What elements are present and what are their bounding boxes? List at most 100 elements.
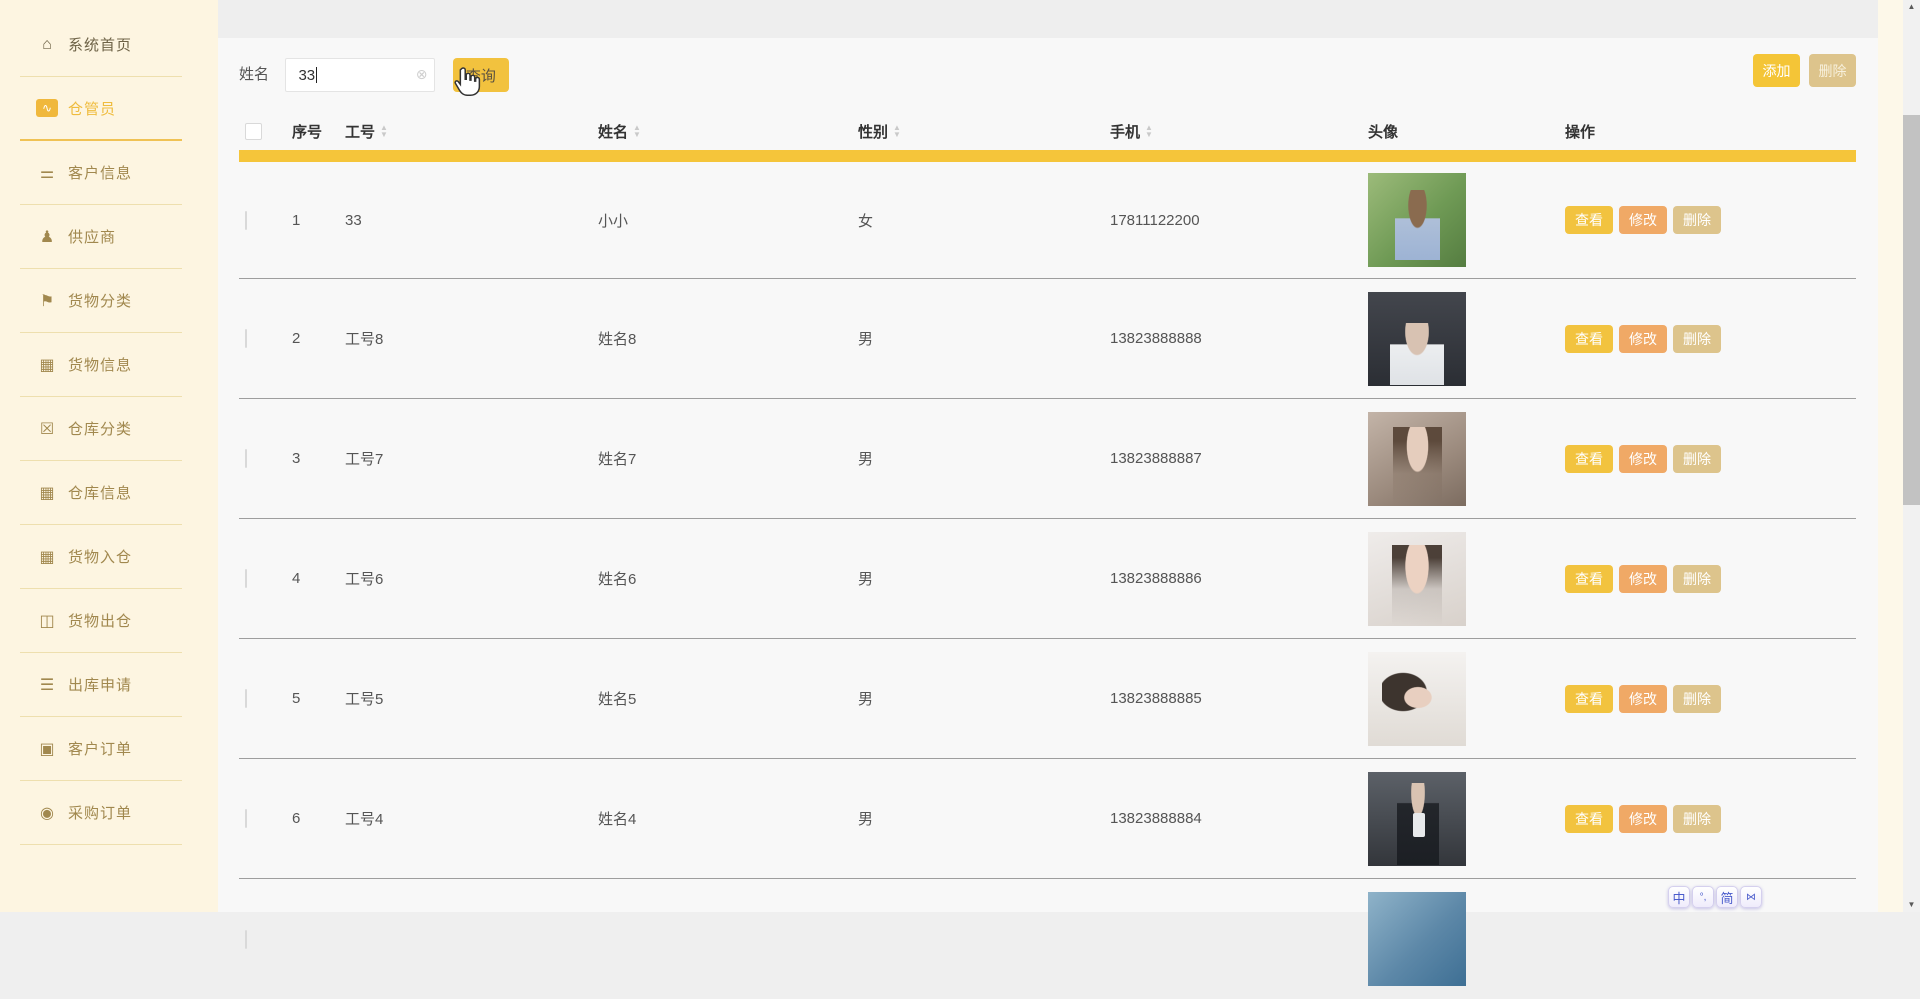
- employee-phone: 13823888887: [1110, 450, 1368, 467]
- main-content: 姓名 33 ⊗ 查询 添加 删除 序号工号▲▼姓名▲▼性别▲▼手机▲▼头像操作 …: [218, 0, 1920, 912]
- row-checkbox[interactable]: [245, 449, 247, 468]
- monitor-icon: ▣: [36, 739, 58, 759]
- employee-phone: 13823888886: [1110, 570, 1368, 587]
- avatar: [1368, 652, 1466, 746]
- sidebar-item-customer-info[interactable]: ⚌客户信息: [20, 141, 182, 205]
- sort-icon[interactable]: ▲▼: [380, 124, 388, 138]
- sidebar-item-goods-info[interactable]: ▦货物信息: [20, 333, 182, 397]
- column-header-label: 头像: [1368, 121, 1398, 142]
- sort-icon[interactable]: ▲▼: [633, 124, 641, 138]
- view-button[interactable]: 查看: [1565, 805, 1613, 833]
- sort-icon[interactable]: ▲▼: [1145, 124, 1153, 138]
- avatar: [1368, 532, 1466, 626]
- row-checkbox[interactable]: [245, 809, 247, 828]
- sidebar-item-warehouse-keeper[interactable]: ∿ 仓管员: [20, 77, 182, 141]
- employee-gender: 男: [858, 808, 1110, 829]
- scroll-up-arrow-icon[interactable]: ▲: [1903, 0, 1920, 14]
- sidebar-item-label: 货物出仓: [68, 610, 132, 631]
- table-header-row: 序号工号▲▼姓名▲▼性别▲▼手机▲▼头像操作: [239, 112, 1856, 150]
- row-checkbox[interactable]: [245, 930, 247, 949]
- sidebar-item-purchase-orders[interactable]: ◉采购订单: [20, 781, 182, 845]
- sidebar-item-label: 仓管员: [68, 98, 116, 119]
- column-header: 手机▲▼: [1110, 121, 1368, 142]
- sidebar-item-label: 出库申请: [68, 674, 132, 695]
- ime-chinese-button[interactable]: 中: [1668, 886, 1690, 908]
- ime-skin-button[interactable]: ⋈: [1740, 886, 1762, 908]
- employee-id: 工号6: [345, 568, 598, 589]
- delete-selected-button[interactable]: 删除: [1809, 54, 1856, 87]
- employee-phone: 13823888885: [1110, 690, 1368, 707]
- row-actions: 查看修改删除: [1565, 565, 1856, 593]
- delete-button[interactable]: 删除: [1673, 685, 1721, 713]
- select-all-checkbox[interactable]: [245, 123, 262, 140]
- ime-toolbar: 中°,简⋈: [1668, 886, 1762, 908]
- sidebar-item-warehouse-info[interactable]: ▦仓库信息: [20, 461, 182, 525]
- employee-gender: 男: [858, 448, 1110, 469]
- employee-name: 姓名8: [598, 328, 858, 349]
- row-checkbox[interactable]: [245, 569, 247, 588]
- scroll-down-arrow-icon[interactable]: ▼: [1903, 898, 1920, 912]
- sidebar-item-goods-inbound[interactable]: ▦ 货物入仓: [20, 525, 182, 589]
- column-header-label: 性别: [858, 121, 888, 142]
- delete-button[interactable]: 删除: [1673, 206, 1721, 234]
- sort-icon[interactable]: ▲▼: [893, 124, 901, 138]
- sidebar-item-label: 货物入仓: [68, 546, 132, 567]
- employee-gender: 男: [858, 568, 1110, 589]
- grid-icon: ▦: [36, 547, 58, 567]
- view-button[interactable]: 查看: [1565, 206, 1613, 234]
- sidebar-item-goods-category[interactable]: ⚑货物分类: [20, 269, 182, 333]
- row-checkbox[interactable]: [245, 689, 247, 708]
- edit-button[interactable]: 修改: [1619, 685, 1667, 713]
- sidebar-item-customer-orders[interactable]: ▣客户订单: [20, 717, 182, 781]
- delete-button[interactable]: 删除: [1673, 325, 1721, 353]
- row-actions: 查看修改删除: [1565, 685, 1856, 713]
- row-actions: 查看修改删除: [1565, 206, 1856, 234]
- view-button[interactable]: 查看: [1565, 685, 1613, 713]
- view-button[interactable]: 查看: [1565, 325, 1613, 353]
- sidebar-item-goods-outbound[interactable]: ◫货物出仓: [20, 589, 182, 653]
- sidebar-item-home[interactable]: ⌂系统首页: [20, 13, 182, 77]
- search-input[interactable]: 33: [285, 58, 435, 92]
- sidebar-item-warehouse-category[interactable]: ☒仓库分类: [20, 397, 182, 461]
- ime-punctuation-button[interactable]: °,: [1692, 886, 1714, 908]
- employee-id: 33: [345, 212, 598, 229]
- employee-phone: 17811122200: [1110, 212, 1368, 229]
- edit-button[interactable]: 修改: [1619, 206, 1667, 234]
- edit-button[interactable]: 修改: [1619, 805, 1667, 833]
- column-header: 性别 ▲▼: [858, 121, 1110, 142]
- row-checkbox[interactable]: [245, 211, 247, 230]
- employee-id: 工号8: [345, 328, 598, 349]
- toolbar: 姓名 33 ⊗ 查询 添加 删除: [218, 38, 1920, 112]
- employee-name: 姓名7: [598, 448, 858, 469]
- scrollbar-thumb[interactable]: [1903, 115, 1920, 505]
- employee-name: 小小: [598, 210, 858, 231]
- edit-button[interactable]: 修改: [1619, 325, 1667, 353]
- chart-icon: ∿: [36, 99, 58, 117]
- query-button[interactable]: 查询: [453, 58, 509, 92]
- employee-name: 姓名6: [598, 568, 858, 589]
- employee-phone: 13823888888: [1110, 330, 1368, 347]
- ime-simplified-button[interactable]: 简: [1716, 886, 1738, 908]
- sidebar-item-outbound-request[interactable]: ☰ 出库申请: [20, 653, 182, 717]
- delete-button[interactable]: 删除: [1673, 445, 1721, 473]
- sidebar: ⌂系统首页 ∿ 仓管员 ⚌客户信息♟供应商⚑货物分类▦货物信息☒仓库分类▦仓库信息 ▦ 货…: [0, 0, 218, 912]
- add-button[interactable]: 添加: [1753, 54, 1800, 87]
- column-header-label: 姓名: [598, 121, 628, 142]
- row-index: 6: [292, 810, 345, 827]
- view-button[interactable]: 查看: [1565, 445, 1613, 473]
- sidebar-item-supplier[interactable]: ♟供应商: [20, 205, 182, 269]
- bulb-icon: ◉: [36, 803, 58, 823]
- row-checkbox[interactable]: [245, 329, 247, 348]
- delete-button[interactable]: 删除: [1673, 565, 1721, 593]
- row-index: 3: [292, 450, 345, 467]
- view-button[interactable]: 查看: [1565, 565, 1613, 593]
- scrollbar[interactable]: ▲ ▼: [1903, 0, 1920, 912]
- delete-button[interactable]: 删除: [1673, 805, 1721, 833]
- sidebar-item-label: 供应商: [68, 226, 116, 247]
- list-icon: ☰: [36, 675, 58, 695]
- clear-circle-icon[interactable]: ⊗: [416, 66, 428, 83]
- edit-button[interactable]: 修改: [1619, 565, 1667, 593]
- edit-button[interactable]: 修改: [1619, 445, 1667, 473]
